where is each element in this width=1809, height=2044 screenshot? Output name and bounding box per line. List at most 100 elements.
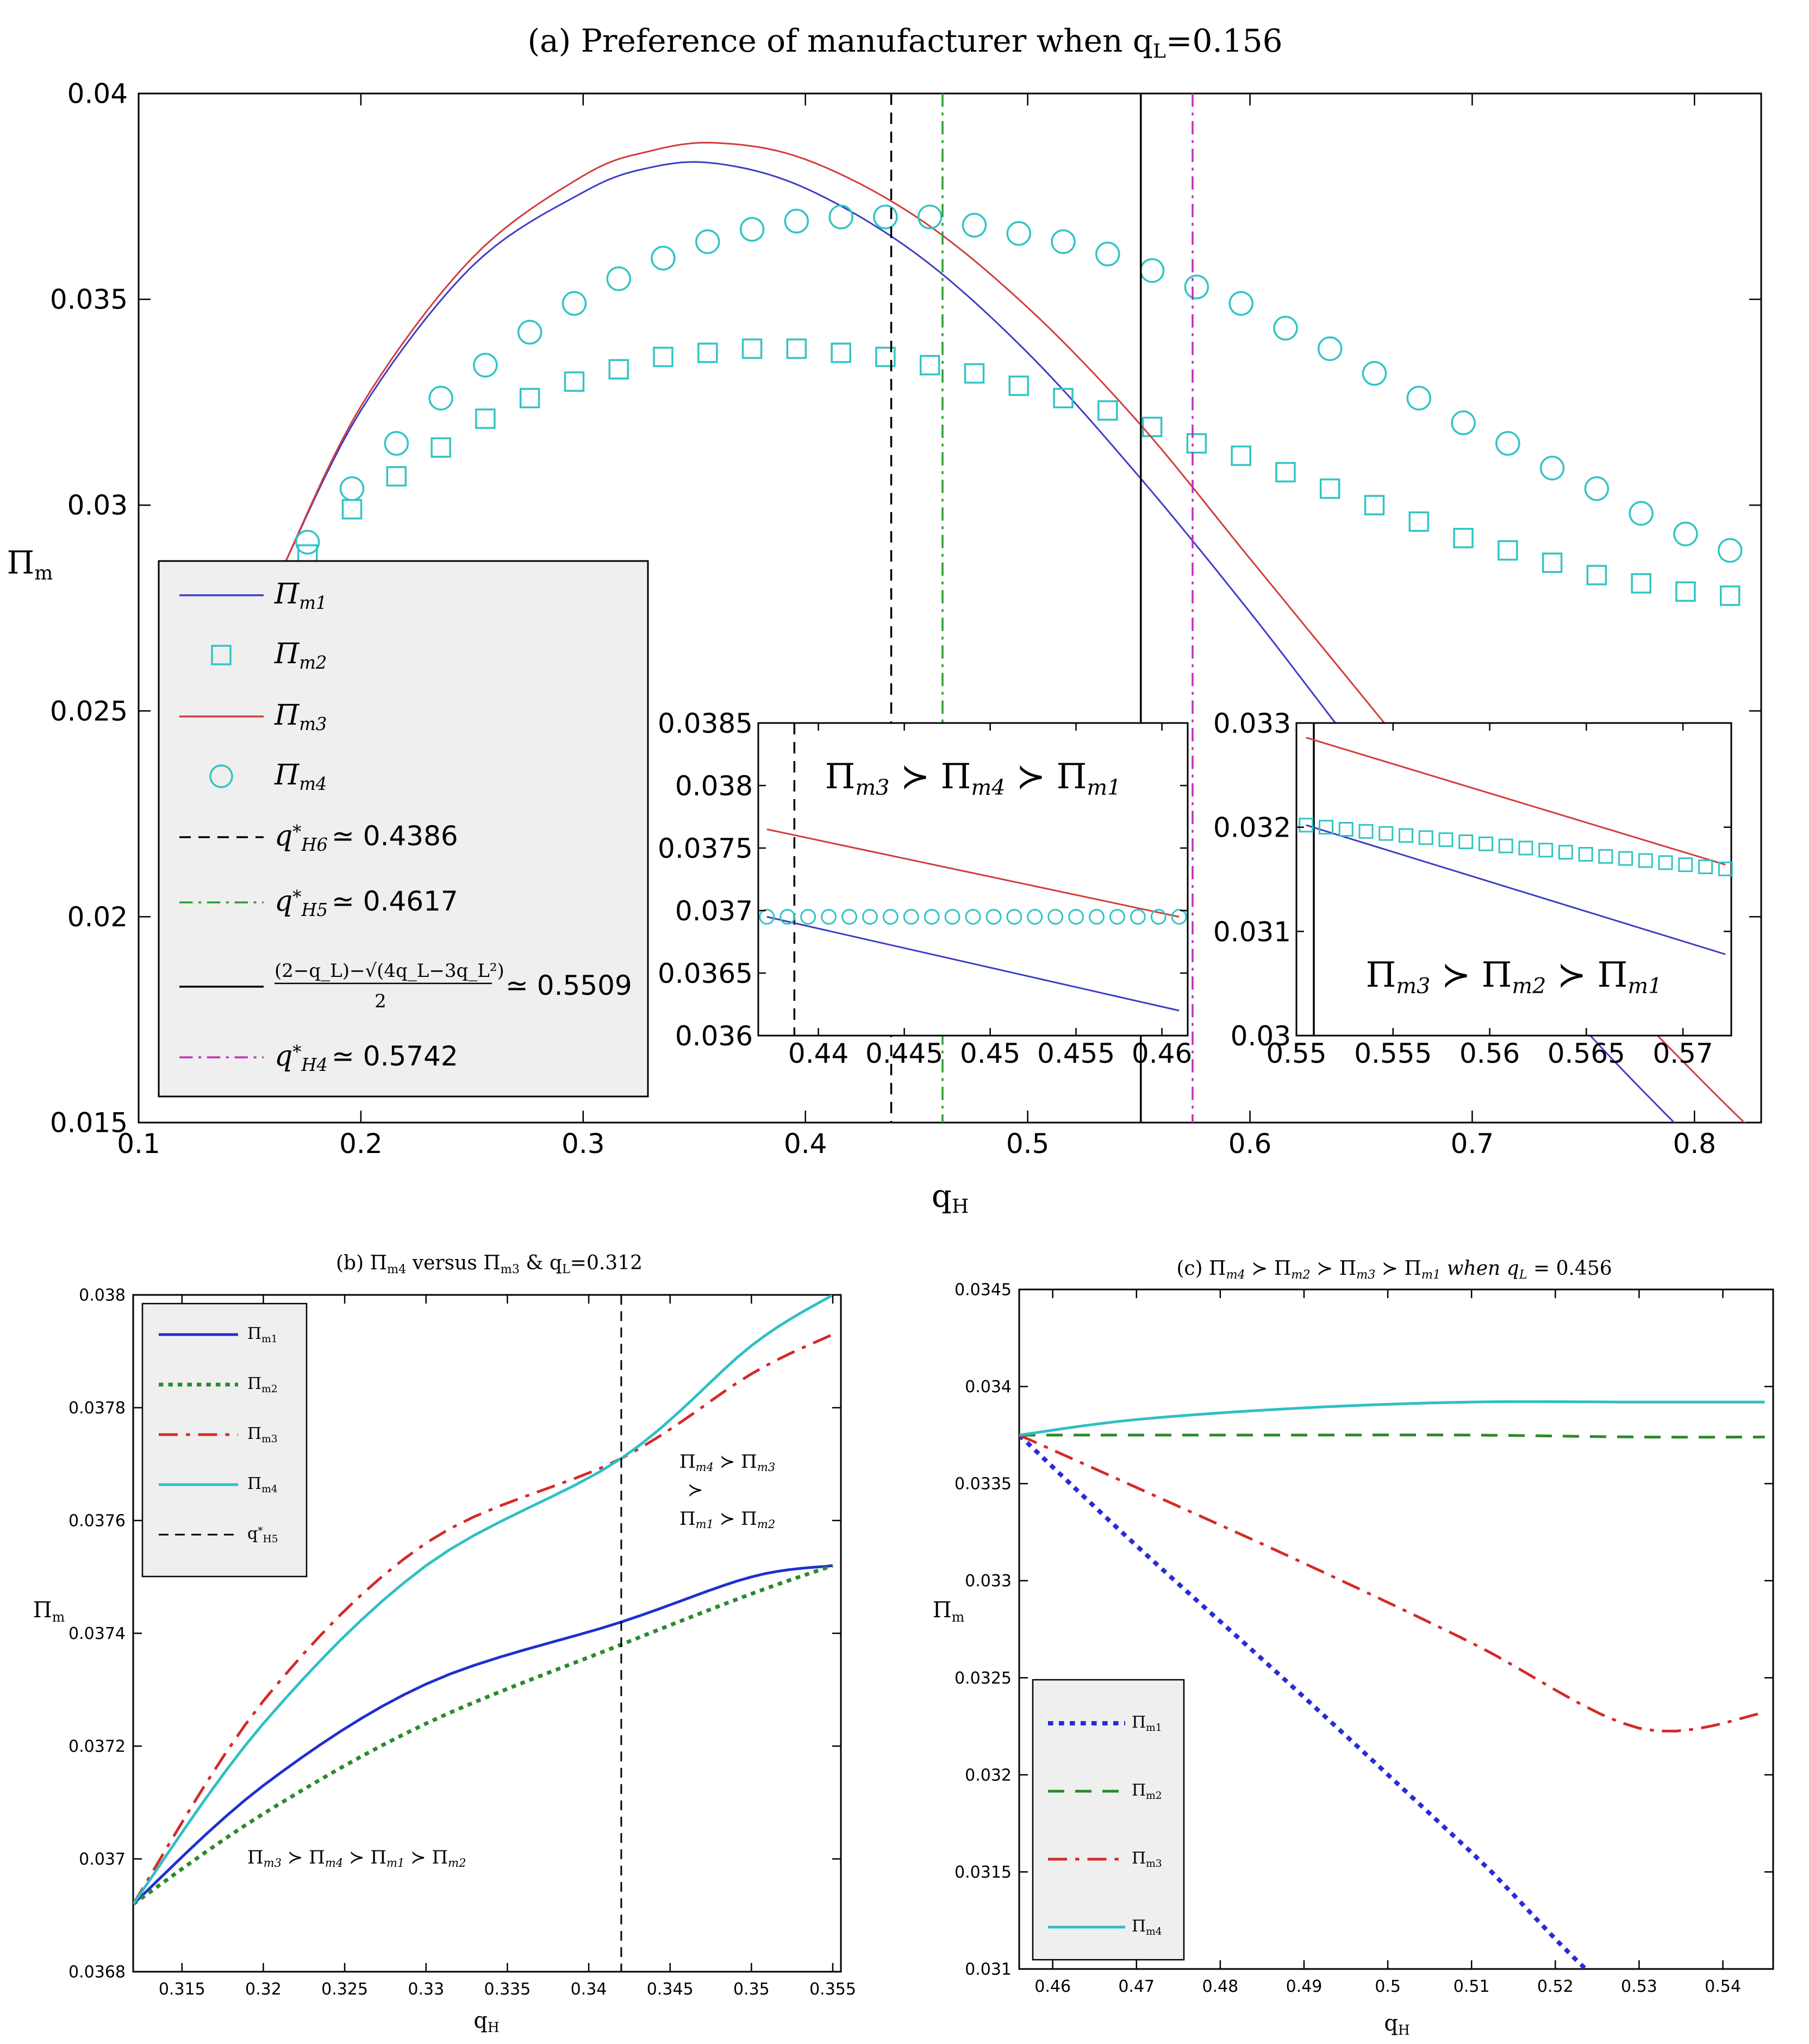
inset-marker-circle [944, 909, 960, 925]
legend-box-c [1032, 1679, 1185, 1961]
inset-series-m1 [766, 916, 1180, 1012]
inset-x-tick-label: 0.55 [1266, 1038, 1326, 1069]
inset-marker-square [1378, 826, 1394, 841]
marker-square [1542, 552, 1563, 573]
inset-x-tick-label: 0.46 [1132, 1038, 1192, 1069]
series-line-Π_m3 [1019, 1434, 1766, 1733]
inset-area [1295, 722, 1732, 1037]
marker-circle [1006, 221, 1032, 246]
inset-marker-circle [821, 909, 837, 925]
inset-marker-circle [841, 909, 857, 925]
legend-label: Πm3 [274, 699, 327, 734]
marker-square [697, 342, 718, 363]
x-tick-label: 0.325 [321, 1980, 368, 1999]
x-tick-label: 0.33 [408, 1980, 444, 1999]
inset-marker-circle [779, 909, 796, 925]
marker-square [653, 346, 673, 367]
marker-circle [1362, 361, 1387, 386]
y-tick-label: 0.0378 [68, 1399, 126, 1418]
marker-square [919, 355, 940, 376]
marker-circle [1317, 336, 1343, 362]
inset-y-tick-label: 0.036 [675, 1020, 753, 1052]
y-tick-label: 0.0368 [68, 1963, 126, 1982]
legend-label: Πm1 [1132, 1713, 1162, 1734]
inset-y-tick-label: 0.03 [1231, 1020, 1291, 1052]
marker-circle [473, 353, 498, 378]
inset-series-m3 [766, 828, 1180, 918]
legend-label: Πm2 [274, 638, 327, 673]
x-tick-label: 0.4 [784, 1128, 827, 1160]
inset-x-tick-label: 0.445 [865, 1038, 943, 1069]
series-markers-Π_m4 [295, 204, 1743, 563]
x-tick-label: 0.7 [1451, 1128, 1494, 1160]
x-tick-label: 0.335 [484, 1980, 531, 1999]
marker-circle [384, 431, 409, 456]
marker-circle [962, 213, 987, 238]
y-tick-label: 0.035 [50, 284, 128, 315]
y-tick-label: 0.037 [79, 1850, 126, 1869]
marker-square [386, 466, 407, 487]
x-axis-label-c: qH [1384, 2011, 1409, 2038]
inset-marker-circle [985, 909, 1002, 925]
legend-a: Πm1 Πm2 Πm3 Πm4 q*H6 ≃ 0.4386 q*H5 ≃ 0.4617 (2−q… [158, 560, 649, 1098]
marker-square [1453, 528, 1474, 549]
inset-marker-square [1338, 822, 1353, 837]
y-tick-label: 0.0372 [68, 1737, 126, 1756]
inset-1: 0.44 0.445 0.45 0.455 0.46 0.036 0.0365 0.037 0.… [658, 708, 1192, 1069]
legend-label: Πm1 [274, 578, 327, 613]
inset-2: 0.55 0.555 0.56 0.565 0.57 0.03 0.031 0.032 0.03… [1213, 708, 1733, 1069]
inset-marker-square [1698, 859, 1713, 874]
marker-square [1186, 433, 1207, 454]
panel-a: (a) Preference of manufacturer when qL=0… [7, 22, 1762, 1218]
series-line-Π_m1 [1019, 1433, 1589, 1969]
inset-area [757, 722, 1189, 1037]
marker-circle [1495, 431, 1520, 456]
y-axis-label-c: Πm [933, 1598, 964, 1625]
inset-marker-square [1398, 828, 1413, 843]
y-tick-label: 0.033 [965, 1572, 1012, 1591]
y-axis-label-a: Πm [7, 544, 53, 584]
marker-square [786, 338, 807, 359]
legend-box-b [141, 1303, 308, 1578]
y-tick-label: 0.02 [67, 901, 128, 933]
marker-square [1498, 540, 1518, 561]
marker-square [1675, 581, 1696, 602]
marker-circle [739, 217, 765, 242]
y-tick-label: 0.031 [965, 1960, 1012, 1979]
marker-circle [828, 204, 853, 229]
inset-marker-circle [1027, 909, 1043, 925]
inset-marker-square [1718, 861, 1733, 876]
inset-marker-circle [924, 909, 940, 925]
marker-circle [873, 204, 898, 229]
marker-square [1008, 375, 1030, 396]
legend-label: q*H4 [275, 1040, 328, 1075]
series-line-Π_m2 [1019, 1434, 1765, 1439]
inset-marker-circle [1130, 909, 1146, 925]
inset-x-tick-label: 0.555 [1354, 1038, 1432, 1069]
inset-marker-circle [1150, 909, 1167, 925]
y-tick-label: 0.04 [67, 78, 128, 110]
chart-title-a: (a) Preference of manufacturer when qL=0… [527, 22, 1282, 63]
legend-label: Πm3 [247, 1424, 278, 1445]
inset-marker-circle [862, 909, 878, 925]
marker-circle [1539, 456, 1565, 481]
panel-c: (c) Πm4 ≻ Πm2 ≻ Πm3 ≻ Πm1 when qL = 0.45… [933, 1257, 1774, 2038]
marker-square [1720, 585, 1741, 606]
marker-circle [1406, 385, 1432, 411]
x-axis-label-a: qH [932, 1177, 969, 1218]
x-tick-label: 0.46 [1034, 1977, 1071, 1996]
y-tick-label: 0.0345 [955, 1281, 1012, 1300]
marker-square [964, 363, 985, 384]
y-tick-label: 0.0374 [68, 1624, 126, 1643]
legend-label: Πm2 [247, 1374, 278, 1395]
x-tick-label: 0.5 [1375, 1977, 1401, 1996]
inset-marker-square [1618, 851, 1633, 866]
y-tick-label: 0.025 [50, 695, 128, 727]
marker-circle [695, 229, 720, 254]
legend-label: q*H5 [275, 885, 328, 920]
legend-value: ≃ 0.5742 [332, 1040, 458, 1072]
inset-marker-circle [1006, 909, 1022, 925]
inset-marker-square [1458, 834, 1474, 849]
marker-square [1275, 462, 1296, 483]
series-line-Π_m4 [133, 1295, 834, 1905]
